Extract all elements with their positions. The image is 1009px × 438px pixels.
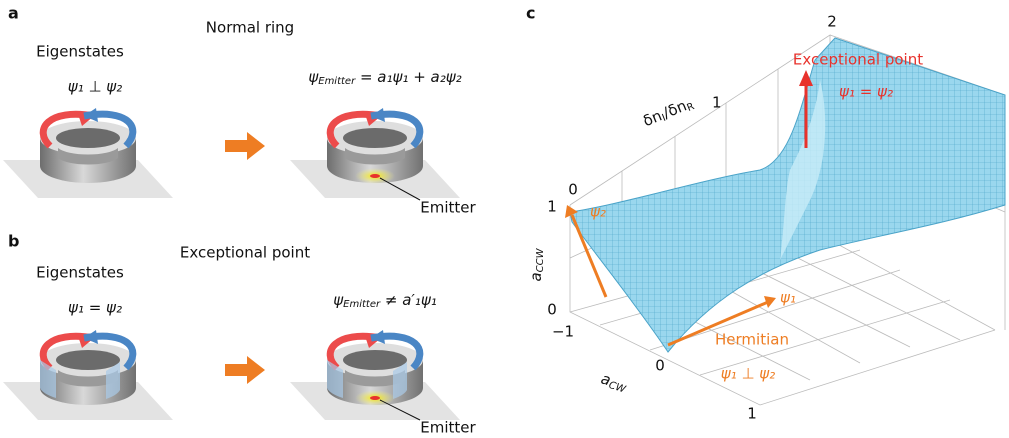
formula: ψEmitter = a₁ψ₁ + a₂ψ₂ [308, 68, 461, 88]
label-sub: CCW [535, 247, 546, 272]
emitter-glow [355, 390, 395, 406]
label-part: δn [640, 106, 664, 130]
formula: ψEmitter ≠ a′₁ψ₁ [333, 291, 436, 311]
ring [290, 108, 460, 198]
ep-annotation: Exceptional point [793, 51, 923, 69]
corner-tick: 0 [568, 181, 578, 199]
emitter-label: Emitter [420, 419, 476, 437]
eigenstates: Eigenstates [36, 264, 124, 282]
ep-relation: ψ₁ = ψ₂ [839, 83, 893, 101]
formula-rest: ≠ a′₁ψ₁ [380, 291, 437, 309]
label-part: a [527, 272, 545, 281]
panel-title: Exceptional point [180, 244, 310, 262]
z-axis-label: aCCW [527, 247, 547, 281]
ring [3, 330, 173, 420]
label-part: /δn [660, 96, 689, 122]
panel-label: b [8, 232, 19, 251]
eigenstates: Eigenstates [36, 43, 124, 61]
hermitian-relation: ψ₁ ⊥ ψ₂ [721, 365, 775, 383]
hermitian-label: Hermitian [715, 331, 789, 349]
depth-tick: 2 [827, 13, 837, 31]
depth-axis-label: δnI/δnR [640, 93, 696, 131]
ring [290, 330, 460, 420]
figure: a Normal ring Eigenstates ψ₁ ⊥ ψ₂ ψEmitt… [0, 0, 1009, 438]
formula-subscript: Emitter [318, 76, 356, 87]
ring [3, 108, 173, 198]
label-sub: CW [607, 380, 628, 396]
formula-rest: = a₁ψ₁ + a₂ψ₂ [355, 68, 461, 86]
x-axis-label: aCW [599, 369, 631, 396]
emitter-glow [355, 168, 395, 184]
orange-arrow [225, 356, 265, 384]
x-tick: 0 [655, 357, 665, 375]
panel-label: a [8, 4, 19, 23]
x-tick: −1 [552, 323, 574, 341]
panel-label: c [526, 4, 535, 23]
z-tick: 1 [547, 198, 557, 216]
formula-subscript: Emitter [343, 299, 381, 310]
psi2-label: ψ₂ [590, 203, 606, 221]
relation: ψ₁ ⊥ ψ₂ [68, 78, 122, 96]
emitter-label: Emitter [420, 199, 476, 217]
depth-tick: 1 [712, 94, 722, 112]
z-tick: 0 [547, 301, 557, 319]
relation: ψ₁ = ψ₂ [68, 299, 122, 317]
x-tick: 1 [747, 405, 757, 423]
orange-arrow [225, 132, 265, 160]
psi1-label: ψ₁ [780, 289, 796, 307]
panel-title: Normal ring [206, 19, 294, 37]
